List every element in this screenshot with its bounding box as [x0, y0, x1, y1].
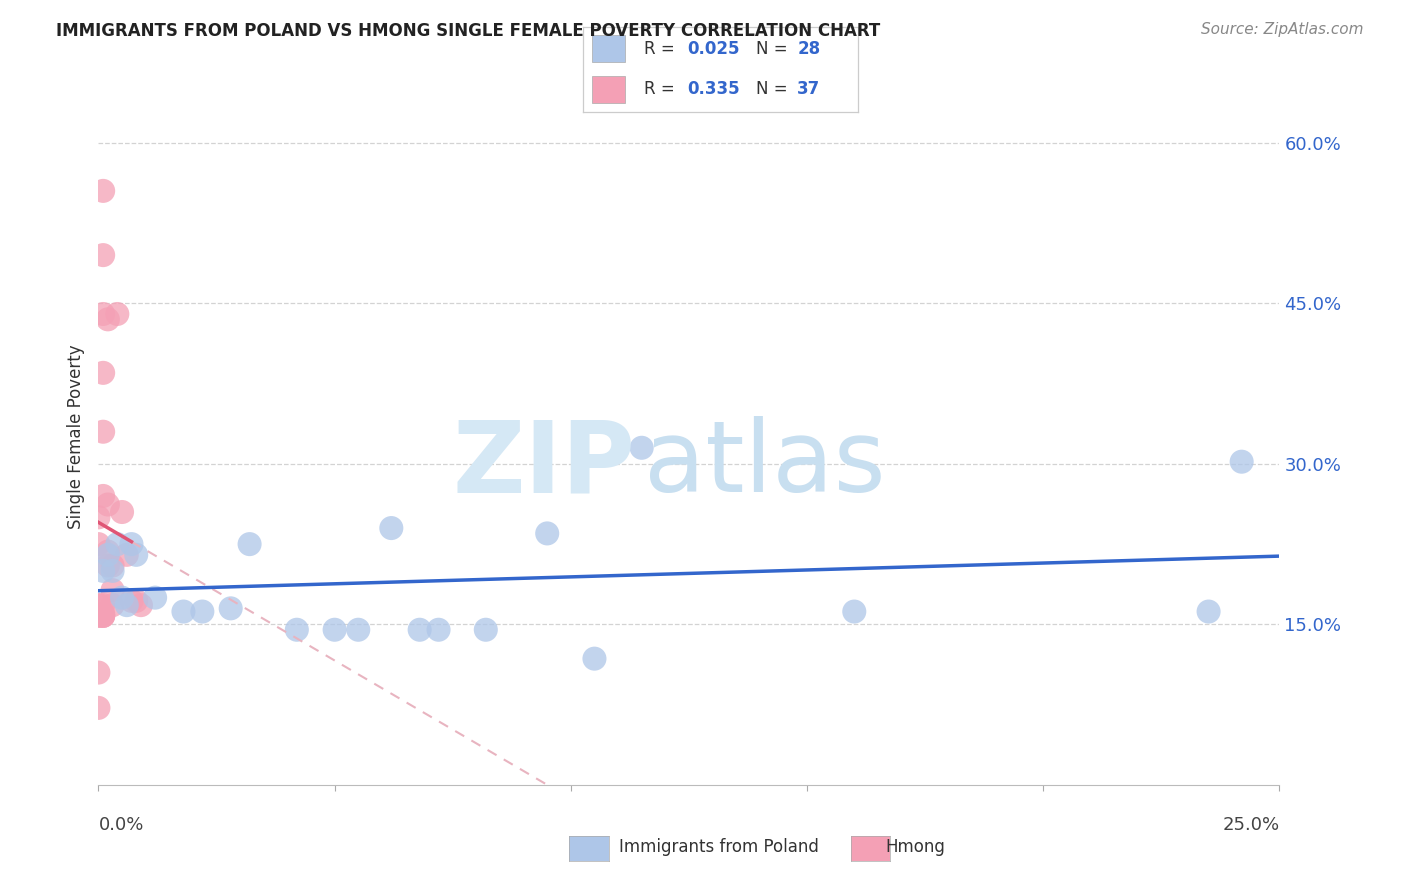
Point	[91, 366, 114, 380]
Point	[219, 601, 242, 615]
Point	[111, 591, 134, 605]
Point	[91, 564, 114, 578]
Point	[323, 623, 346, 637]
Point	[347, 623, 370, 637]
Point	[583, 651, 606, 665]
Point	[97, 544, 120, 558]
Text: 0.335: 0.335	[688, 80, 741, 98]
Point	[87, 608, 110, 623]
Point	[125, 594, 148, 608]
Point	[91, 307, 114, 321]
Text: ZIP: ZIP	[453, 417, 636, 514]
Point	[239, 537, 262, 551]
Text: 0.025: 0.025	[688, 40, 740, 58]
Text: Immigrants from Poland: Immigrants from Poland	[619, 838, 818, 856]
Point	[115, 598, 138, 612]
Point	[143, 591, 166, 605]
Text: 37: 37	[797, 80, 821, 98]
Point	[101, 564, 124, 578]
Point	[105, 537, 128, 551]
Point	[97, 548, 120, 562]
Point	[91, 184, 114, 198]
Point	[630, 441, 652, 455]
FancyBboxPatch shape	[592, 76, 624, 103]
Point	[91, 489, 114, 503]
Point	[87, 701, 110, 715]
Point	[87, 598, 110, 612]
Point	[97, 498, 120, 512]
Point	[111, 505, 134, 519]
Text: 25.0%: 25.0%	[1222, 816, 1279, 834]
Point	[285, 623, 308, 637]
Point	[191, 605, 214, 619]
Point	[408, 623, 430, 637]
Point	[91, 608, 114, 623]
Point	[87, 537, 110, 551]
Text: Source: ZipAtlas.com: Source: ZipAtlas.com	[1201, 22, 1364, 37]
Point	[121, 594, 143, 608]
Point	[97, 312, 120, 326]
Point	[91, 607, 114, 621]
Text: Hmong: Hmong	[886, 838, 946, 856]
Point	[91, 608, 114, 623]
Text: N =: N =	[756, 40, 793, 58]
Y-axis label: Single Female Poverty: Single Female Poverty	[66, 345, 84, 529]
Point	[115, 548, 138, 562]
Point	[87, 608, 110, 623]
Point	[87, 598, 110, 612]
Text: R =: R =	[644, 80, 681, 98]
Point	[91, 248, 114, 262]
Text: 0.0%: 0.0%	[98, 816, 143, 834]
Text: IMMIGRANTS FROM POLAND VS HMONG SINGLE FEMALE POVERTY CORRELATION CHART: IMMIGRANTS FROM POLAND VS HMONG SINGLE F…	[56, 22, 880, 40]
Point	[536, 526, 558, 541]
Point	[427, 623, 450, 637]
Point	[91, 608, 114, 623]
Point	[125, 548, 148, 562]
Point	[380, 521, 402, 535]
Point	[101, 583, 124, 598]
Point	[475, 623, 498, 637]
Point	[172, 605, 194, 619]
Point	[129, 598, 152, 612]
Point	[1198, 605, 1220, 619]
Point	[121, 537, 143, 551]
Text: 28: 28	[797, 40, 821, 58]
Point	[844, 605, 866, 619]
Point	[105, 307, 128, 321]
Point	[101, 558, 124, 573]
Point	[101, 598, 124, 612]
FancyBboxPatch shape	[592, 36, 624, 62]
Point	[87, 665, 110, 680]
Point	[91, 598, 114, 612]
Point	[91, 425, 114, 439]
Text: R =: R =	[644, 40, 681, 58]
Text: atlas: atlas	[644, 417, 886, 514]
Point	[87, 510, 110, 524]
Text: N =: N =	[756, 80, 793, 98]
Point	[1230, 455, 1253, 469]
Point	[97, 558, 120, 573]
